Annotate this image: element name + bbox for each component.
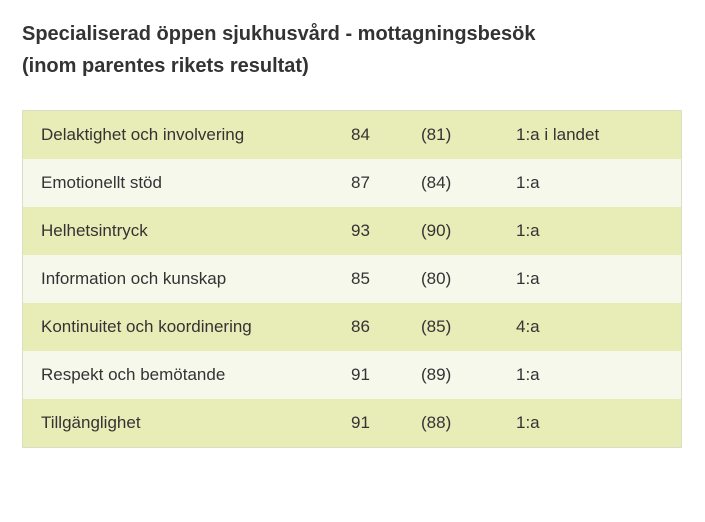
cell-rank: 1:a — [516, 221, 663, 241]
cell-rank: 4:a — [516, 317, 663, 337]
cell-score: 86 — [351, 317, 421, 337]
page-title: Specialiserad öppen sjukhusvård - mottag… — [22, 18, 683, 82]
cell-label: Tillgänglighet — [41, 413, 351, 433]
cell-ref: (90) — [421, 221, 516, 241]
table-row: Kontinuitet och koordinering 86 (85) 4:a — [23, 303, 681, 351]
cell-label: Kontinuitet och koordinering — [41, 317, 351, 337]
cell-ref: (85) — [421, 317, 516, 337]
cell-score: 91 — [351, 413, 421, 433]
table-row: Emotionellt stöd 87 (84) 1:a — [23, 159, 681, 207]
cell-ref: (89) — [421, 365, 516, 385]
cell-label: Respekt och bemötande — [41, 365, 351, 385]
cell-ref: (81) — [421, 125, 516, 145]
cell-rank: 1:a i landet — [516, 125, 663, 145]
cell-label: Delaktighet och involvering — [41, 125, 351, 145]
table-row: Helhetsintryck 93 (90) 1:a — [23, 207, 681, 255]
cell-rank: 1:a — [516, 173, 663, 193]
cell-label: Emotionellt stöd — [41, 173, 351, 193]
cell-ref: (88) — [421, 413, 516, 433]
table-row: Delaktighet och involvering 84 (81) 1:a … — [23, 111, 681, 159]
table-row: Information och kunskap 85 (80) 1:a — [23, 255, 681, 303]
cell-score: 84 — [351, 125, 421, 145]
table-row: Tillgänglighet 91 (88) 1:a — [23, 399, 681, 447]
cell-score: 87 — [351, 173, 421, 193]
cell-score: 91 — [351, 365, 421, 385]
results-table: Delaktighet och involvering 84 (81) 1:a … — [22, 110, 682, 448]
cell-ref: (84) — [421, 173, 516, 193]
cell-ref: (80) — [421, 269, 516, 289]
cell-label: Helhetsintryck — [41, 221, 351, 241]
cell-rank: 1:a — [516, 413, 663, 433]
title-line-1: Specialiserad öppen sjukhusvård - mottag… — [22, 23, 535, 45]
cell-rank: 1:a — [516, 365, 663, 385]
cell-label: Information och kunskap — [41, 269, 351, 289]
title-line-2: (inom parentes rikets resultat) — [22, 55, 309, 77]
cell-score: 85 — [351, 269, 421, 289]
cell-rank: 1:a — [516, 269, 663, 289]
cell-score: 93 — [351, 221, 421, 241]
table-row: Respekt och bemötande 91 (89) 1:a — [23, 351, 681, 399]
